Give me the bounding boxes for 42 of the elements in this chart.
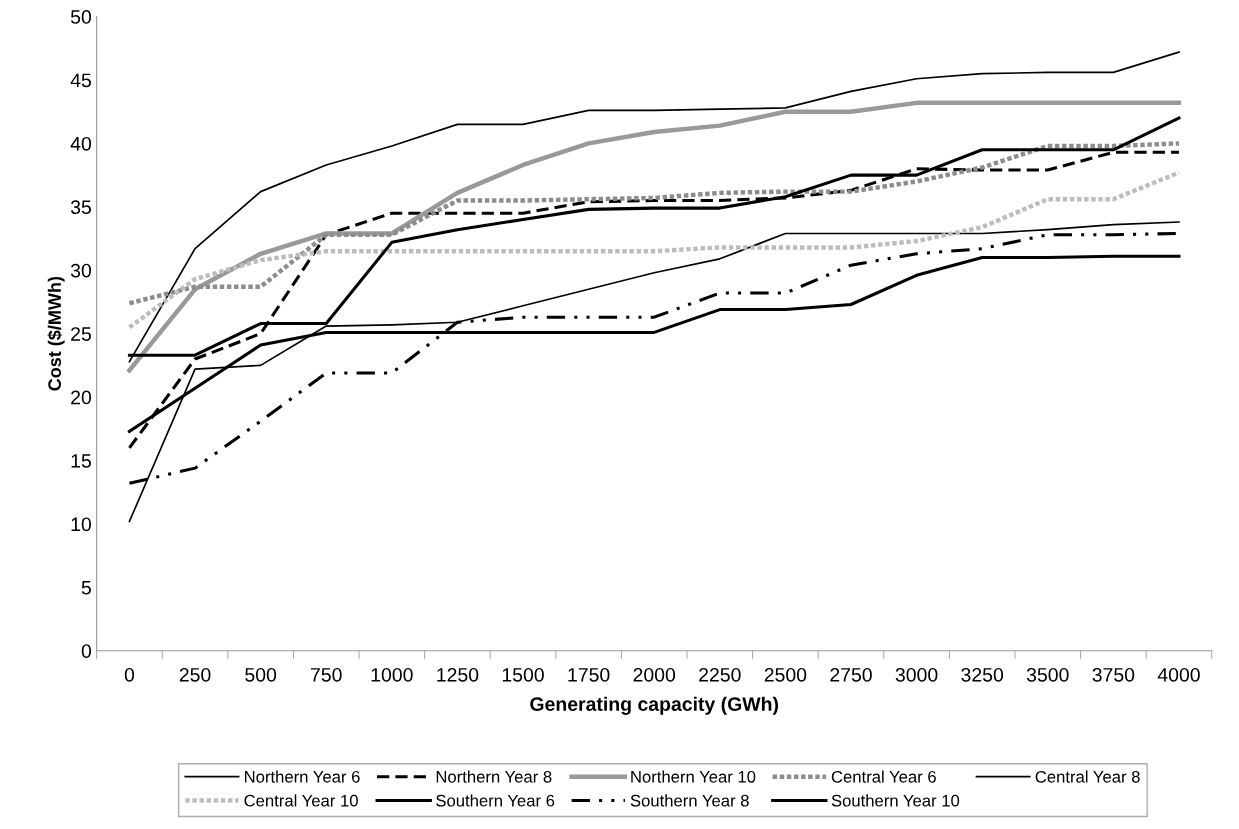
legend-label: Northern Year 8 [436, 770, 552, 783]
line-series [127, 170, 1182, 330]
x-tick-label: 500 [245, 667, 277, 682]
legend-label: Southern Year 10 [831, 794, 960, 807]
x-tick-label: 3000 [895, 667, 938, 682]
legend-label: Northern Year 6 [244, 770, 360, 783]
x-tick-label: 750 [311, 667, 342, 682]
legend-label: Southern Year 6 [436, 794, 555, 807]
y-tick-label: 5 [81, 581, 91, 595]
legend-label: Central Year 6 [831, 770, 936, 783]
x-tick-label: 250 [179, 667, 211, 682]
x-tick-label: 3500 [1026, 667, 1069, 682]
x-tick-label: 0 [124, 667, 135, 682]
x-tick-label: 2250 [699, 667, 741, 682]
y-tick-label: 40 [70, 136, 92, 151]
y-tick-label: 45 [70, 73, 91, 88]
y-tick-label: 30 [70, 263, 92, 278]
x-tick-label: 1750 [568, 667, 610, 682]
legend-label: Northern Year 10 [631, 770, 756, 783]
x-tick-label: 3750 [1092, 667, 1135, 682]
x-tick-label: 1250 [437, 667, 479, 682]
y-tick-label: 15 [71, 454, 91, 468]
x-tick-label: 2500 [764, 667, 807, 682]
y-axis-title: Cost ($/MWh) [47, 276, 65, 391]
x-tick-label: 2750 [830, 667, 872, 682]
x-tick-label: 2000 [633, 667, 676, 682]
legend-label: Central Year 8 [1035, 770, 1140, 783]
line-series [127, 141, 1182, 306]
x-tick-label: 1500 [502, 667, 544, 682]
y-tick-label: 10 [71, 517, 92, 532]
legend-label: Southern Year 8 [630, 794, 749, 807]
x-tick-label: 4000 [1157, 667, 1200, 682]
y-tick-label: 20 [71, 390, 92, 405]
y-tick-label: 0 [81, 644, 92, 658]
y-tick-label: 25 [71, 327, 91, 341]
x-tick-label: 3250 [961, 667, 1004, 682]
legend-label: Central Year 10 [244, 794, 358, 807]
x-axis-title: Generating capacity (GWh) [530, 696, 779, 715]
line-series [128, 51, 1180, 363]
y-tick-label: 35 [70, 200, 91, 215]
x-tick-label: 1000 [371, 667, 413, 682]
y-tick-label: 50 [70, 10, 92, 24]
